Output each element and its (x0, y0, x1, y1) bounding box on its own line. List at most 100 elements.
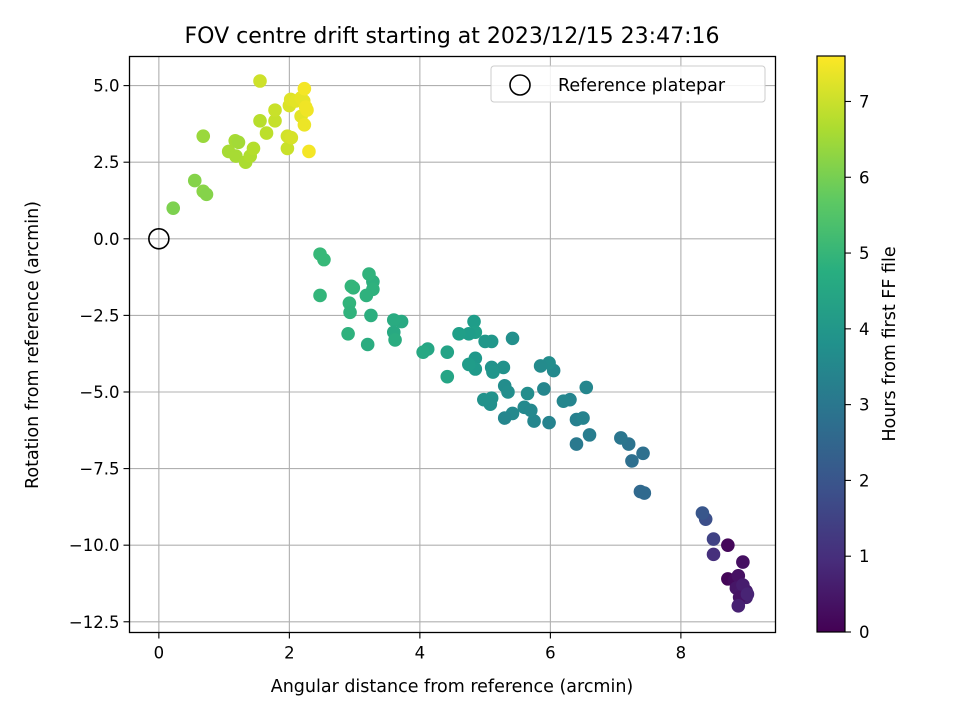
data-point (268, 103, 282, 117)
data-point (721, 538, 735, 552)
data-point (300, 103, 314, 117)
colorbar-tick-label: 1 (859, 547, 870, 566)
colorbar-tick-label: 2 (859, 471, 870, 490)
data-point (440, 369, 455, 384)
data-point (388, 333, 402, 347)
data-point (501, 385, 515, 399)
data-point (166, 201, 181, 215)
data-point (537, 382, 551, 396)
data-point (246, 141, 261, 156)
data-point (341, 326, 355, 341)
data-point (229, 149, 243, 163)
data-point (582, 428, 597, 442)
chart-title: FOV centre drift starting at 2023/12/15 … (185, 24, 720, 49)
data-point (280, 141, 295, 156)
data-point (196, 129, 211, 143)
data-point (533, 359, 548, 373)
data-point (520, 386, 535, 401)
data-point (359, 288, 374, 303)
y-tick-label: −2.5 (79, 306, 119, 325)
data-point (637, 486, 652, 500)
data-point (268, 114, 282, 128)
colorbar-ticks: 0 1 2 3 4 5 6 7 (845, 92, 870, 642)
data-point (505, 331, 520, 346)
colorbar-tick-label: 6 (859, 168, 870, 187)
reference-marker (148, 227, 170, 250)
y-tick-label: −5.0 (79, 383, 119, 402)
data-point (253, 114, 267, 128)
data-point (253, 74, 267, 88)
data-point (731, 599, 746, 613)
plot-frame (128, 55, 777, 634)
data-point (297, 81, 312, 96)
data-point (486, 365, 500, 379)
data-point (614, 431, 628, 445)
y-axis-label: Rotation from reference (arcmin) (23, 201, 43, 489)
data-point (478, 334, 492, 349)
x-tick-label: 8 (676, 644, 687, 663)
y-axis-ticks: 5.0 2.5 0.0 −2.5 −5.0 −7.5 −10.0 −12.5 (69, 77, 130, 632)
x-tick-label: 4 (415, 644, 426, 663)
data-point (496, 360, 511, 375)
data-point (313, 288, 327, 303)
data-point (199, 187, 214, 202)
legend: Reference platepar (490, 65, 766, 103)
data-point (302, 144, 316, 159)
data-point (556, 394, 571, 408)
data-point (364, 308, 378, 323)
data-point (462, 357, 476, 372)
data-point (231, 135, 246, 150)
colorbar-tick-label: 3 (859, 396, 870, 415)
data-point (695, 506, 710, 520)
data-point (524, 403, 538, 418)
data-point (477, 392, 491, 407)
data-point (736, 555, 750, 569)
data-point (416, 345, 430, 359)
data-point (344, 279, 359, 294)
colorbar: 0 1 2 3 4 5 6 7 Hours from first FF file (816, 55, 900, 642)
data-point (187, 173, 202, 188)
data-point (706, 547, 721, 562)
data-point (527, 414, 541, 428)
x-tick-label: 6 (545, 644, 556, 663)
x-tick-label: 2 (284, 644, 295, 663)
data-point (579, 380, 594, 395)
data-point (297, 118, 312, 132)
y-tick-label: −7.5 (79, 460, 119, 479)
y-tick-label: 5.0 (93, 77, 119, 96)
grid-lines (129, 56, 776, 633)
data-point (386, 313, 401, 327)
reference-point (148, 227, 170, 250)
data-point (569, 437, 584, 451)
data-point (740, 587, 755, 602)
y-tick-label: 0.0 (93, 230, 119, 249)
colorbar-tick-label: 7 (859, 92, 870, 111)
colorbar-gradient (816, 55, 846, 633)
data-point (440, 345, 455, 359)
data-point (636, 446, 650, 461)
y-tick-label: −10.0 (69, 536, 120, 555)
data-point (706, 532, 721, 546)
x-axis-ticks: 0 2 4 6 8 (154, 632, 687, 663)
data-point (452, 326, 466, 341)
y-tick-label: −12.5 (69, 613, 120, 632)
data-points (166, 74, 755, 613)
x-axis-label: Angular distance from reference (arcmin) (271, 677, 634, 697)
data-point (497, 411, 512, 425)
data-point (467, 314, 481, 329)
colorbar-label: Hours from first FF file (880, 246, 900, 441)
x-tick-label: 0 (154, 644, 165, 663)
data-point (284, 130, 299, 145)
data-point (317, 252, 331, 267)
data-point (576, 411, 590, 425)
colorbar-tick-label: 0 (859, 623, 870, 642)
data-point (462, 326, 476, 341)
data-point (625, 454, 639, 468)
legend-label: Reference platepar (558, 76, 726, 96)
legend-marker-icon (509, 74, 531, 96)
colorbar-tick-label: 5 (859, 244, 870, 263)
y-tick-label: 2.5 (93, 153, 119, 172)
data-point (259, 126, 274, 140)
